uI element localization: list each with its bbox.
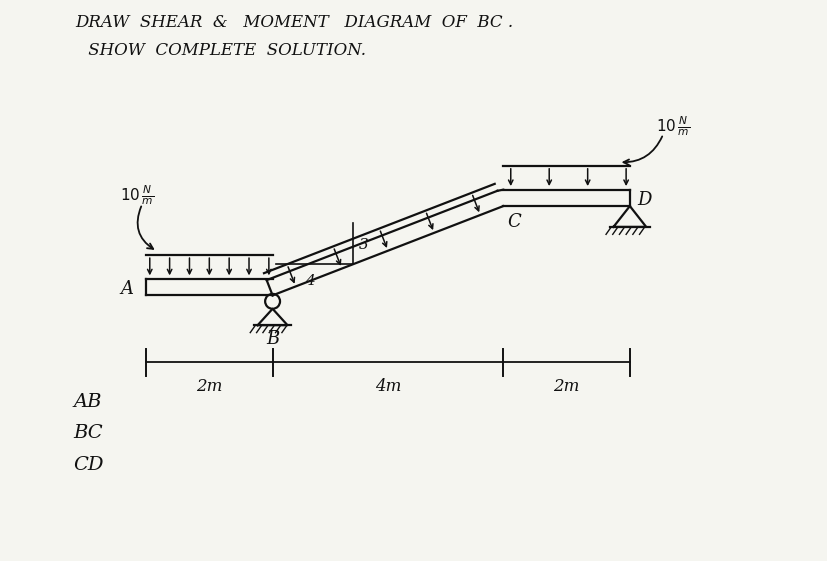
Text: $10\,\frac{N}{m}$: $10\,\frac{N}{m}$ bbox=[120, 183, 154, 207]
Text: A: A bbox=[120, 280, 133, 298]
Text: 2m: 2m bbox=[196, 378, 222, 394]
Text: CD: CD bbox=[73, 456, 103, 473]
Text: 2m: 2m bbox=[552, 378, 579, 394]
Text: SHOW  COMPLETE  SOLUTION.: SHOW COMPLETE SOLUTION. bbox=[83, 42, 366, 59]
Text: $10\,\frac{N}{m}$: $10\,\frac{N}{m}$ bbox=[655, 114, 690, 138]
Text: D: D bbox=[637, 191, 651, 209]
Text: 4: 4 bbox=[305, 274, 315, 288]
Text: 4m: 4m bbox=[375, 378, 400, 394]
Text: C: C bbox=[506, 213, 520, 231]
Text: DRAW  SHEAR  &   MOMENT   DIAGRAM  OF  BC .: DRAW SHEAR & MOMENT DIAGRAM OF BC . bbox=[75, 15, 513, 31]
Text: AB: AB bbox=[73, 393, 102, 411]
Text: BC: BC bbox=[73, 424, 103, 442]
Text: 3: 3 bbox=[358, 238, 368, 252]
Text: B: B bbox=[266, 330, 280, 348]
